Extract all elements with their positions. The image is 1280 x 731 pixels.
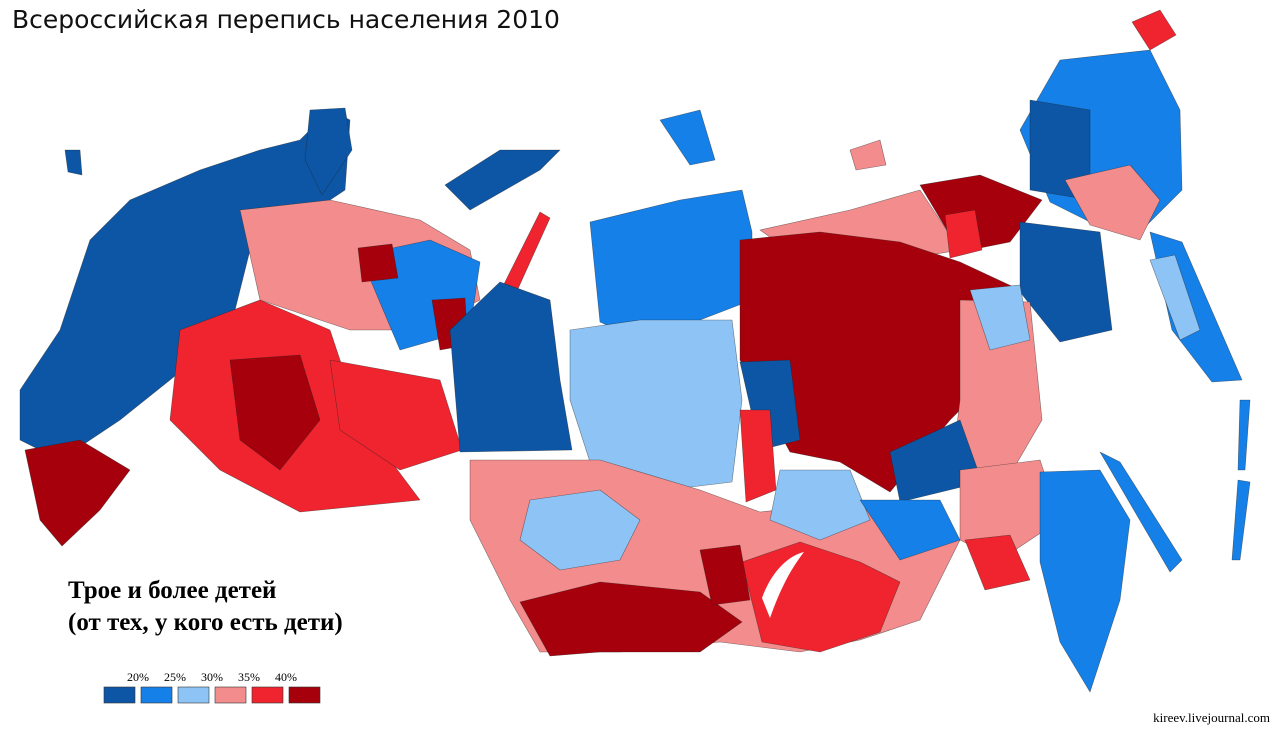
region [449,281,573,453]
legend-label: 30% [201,670,223,684]
region [519,489,641,571]
region [329,359,463,471]
region [24,439,131,547]
region [739,409,777,503]
region [969,284,1031,351]
region [699,544,751,606]
region [1039,469,1131,693]
region [304,107,353,196]
legend-swatch [288,686,321,704]
subtitle: (от тех, у кого есть дети) [68,609,343,636]
title: Всероссийская перепись населения 2010 [12,5,560,34]
legend-swatch [214,686,247,704]
region [1019,221,1113,343]
legend: 20% 25% 30% 35% 40% [103,670,321,704]
region [1149,254,1201,341]
region [1237,399,1251,471]
region [964,534,1031,591]
region [959,459,1061,561]
region [659,109,716,166]
legend-label: 40% [275,670,297,684]
legend-swatch [140,686,173,704]
region [64,149,83,176]
legend-swatch [251,686,284,704]
legend-swatch [177,686,210,704]
region [357,243,399,283]
legend-label: 25% [164,670,186,684]
map [19,9,1251,693]
legend-label: 35% [238,670,260,684]
legend-swatch [103,686,136,704]
region [769,469,871,541]
region [849,139,887,171]
credit: kireev.livejournal.com [1153,710,1270,725]
region [1131,9,1177,51]
region [229,354,321,471]
region [1064,164,1161,241]
region [519,581,743,657]
region [1231,479,1251,561]
legend-label: 20% [127,670,149,684]
region [444,149,561,211]
region [1099,451,1183,573]
region [569,319,743,493]
lake-baikal [762,552,804,618]
region [944,209,983,259]
subtitle: Трое и более детей [68,577,276,604]
